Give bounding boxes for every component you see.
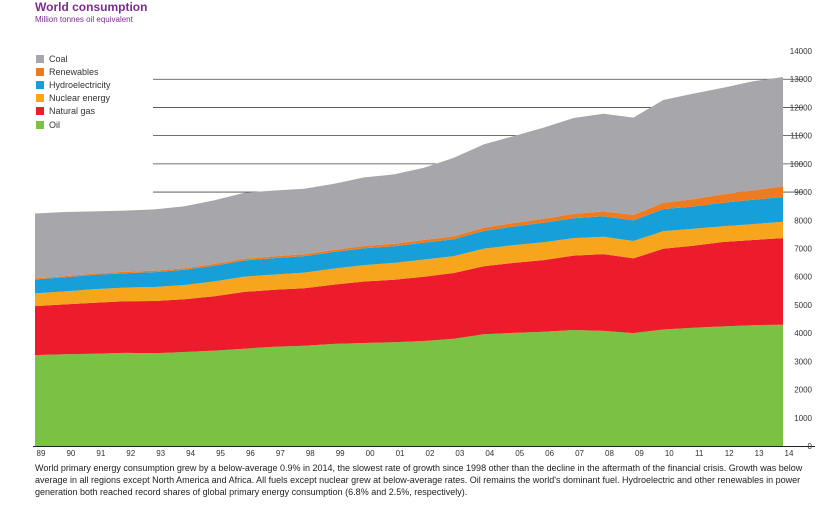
x-tick-label: 89	[37, 449, 46, 458]
y-tick-label: 9000	[794, 188, 812, 197]
legend-item: Coal	[36, 52, 111, 65]
x-tick-label: 00	[366, 449, 375, 458]
x-tick-label: 90	[66, 449, 75, 458]
chart-legend: Coal Renewables Hydroelectricity Nuclear en…	[36, 52, 111, 131]
x-tick-label: 94	[186, 449, 195, 458]
y-tick-label: 10000	[790, 160, 813, 169]
legend-swatch	[36, 107, 44, 116]
x-tick-label: 02	[426, 449, 435, 458]
y-tick-label: 7000	[794, 245, 812, 254]
legend-swatch	[36, 54, 44, 63]
x-tick-label: 01	[396, 449, 405, 458]
legend-item: Nuclear energy	[36, 92, 111, 105]
y-tick-label: 5000	[794, 301, 812, 310]
legend-label: Coal	[49, 53, 68, 64]
x-tick-label: 99	[336, 449, 345, 458]
x-tick-label: 06	[545, 449, 554, 458]
legend-label: Oil	[49, 119, 60, 130]
x-tick-label: 12	[725, 449, 734, 458]
area-natural-gas	[35, 238, 783, 356]
x-tick-label: 03	[455, 449, 464, 458]
chart-subtitle: Million tonnes oil equivalent	[35, 15, 133, 24]
x-tick-label: 98	[306, 449, 315, 458]
area-nuclear-energy	[35, 221, 783, 307]
x-tick-label: 91	[96, 449, 105, 458]
legend-label: Natural gas	[49, 106, 96, 117]
legend-swatch	[36, 80, 44, 89]
x-tick-label: 04	[485, 449, 494, 458]
x-tick-label: 93	[156, 449, 165, 458]
y-tick-label: 1000	[794, 414, 812, 423]
x-tick-label: 11	[695, 449, 704, 458]
x-tick-label: 14	[785, 449, 794, 458]
x-tick-label: 07	[575, 449, 584, 458]
y-tick-label: 6000	[794, 273, 812, 282]
x-tick-label: 08	[605, 449, 614, 458]
y-tick-label: 4000	[794, 329, 812, 338]
legend-swatch	[36, 67, 44, 76]
y-tick-label: 3000	[794, 357, 812, 366]
chart-caption: World primary energy consumption grew by…	[35, 463, 803, 497]
x-tick-label: 92	[126, 449, 135, 458]
x-tick-label: 96	[246, 449, 255, 458]
y-tick-label: 0	[808, 442, 813, 451]
area-coal	[35, 77, 783, 279]
area-hydroelectricity	[35, 197, 783, 294]
legend-item: Natural gas	[36, 105, 111, 118]
legend-swatch	[36, 120, 44, 129]
legend-item: Oil	[36, 118, 111, 131]
y-tick-label: 12000	[790, 103, 813, 112]
x-tick-label: 97	[276, 449, 285, 458]
legend-label: Renewables	[49, 66, 99, 77]
y-tick-label: 2000	[794, 386, 812, 395]
chart-title: World consumption	[35, 0, 148, 14]
y-tick-label: 13000	[790, 75, 813, 84]
legend-label: Hydroelectricity	[49, 79, 111, 90]
legend-item: Hydroelectricity	[36, 78, 111, 91]
y-tick-label: 14000	[790, 47, 813, 56]
area-oil	[35, 324, 783, 446]
x-tick-label: 10	[665, 449, 674, 458]
x-tick-label: 09	[635, 449, 644, 458]
y-tick-label: 8000	[794, 216, 812, 225]
legend-swatch	[36, 94, 44, 103]
world-consumption-chart: 0100020003000400050006000700080009000100…	[33, 47, 815, 458]
x-tick-label: 95	[216, 449, 225, 458]
legend-item: Renewables	[36, 65, 111, 78]
legend-label: Nuclear energy	[49, 93, 111, 104]
y-tick-label: 11000	[790, 132, 812, 141]
x-tick-label: 05	[515, 449, 524, 458]
x-tick-label: 13	[755, 449, 764, 458]
